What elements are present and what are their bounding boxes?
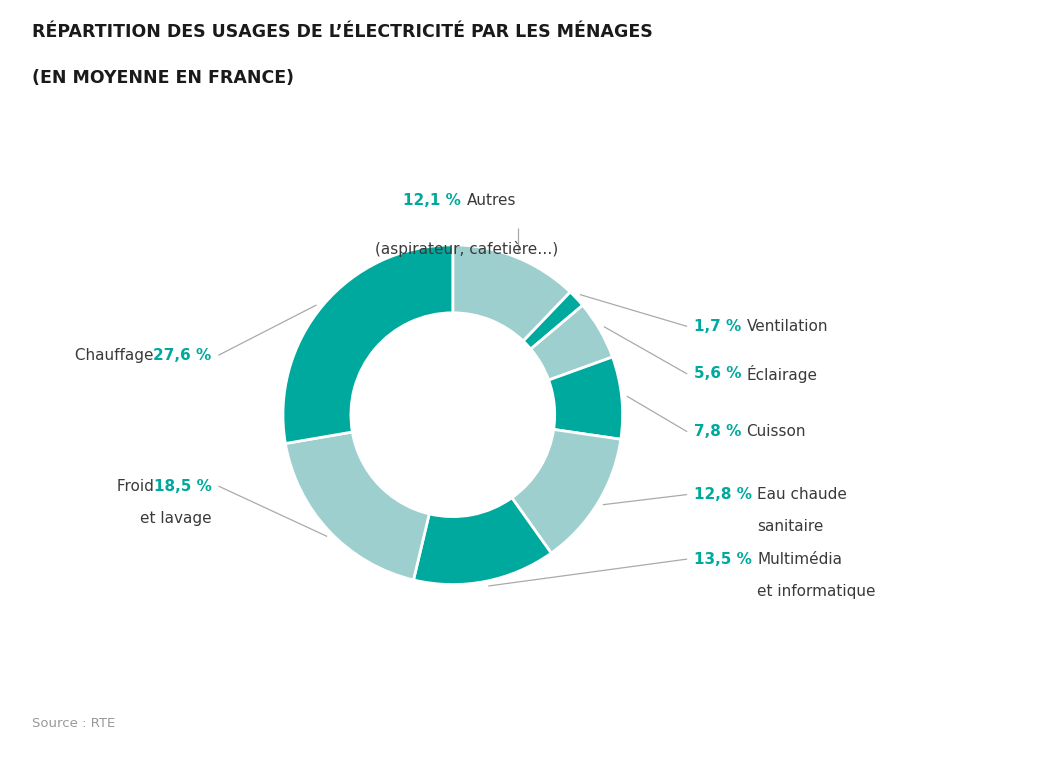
Wedge shape (414, 498, 551, 584)
Text: Éclairage: Éclairage (747, 365, 818, 383)
Text: 7,8 %: 7,8 % (694, 424, 747, 439)
Wedge shape (453, 245, 571, 341)
Text: (aspirateur, cafetière…): (aspirateur, cafetière…) (375, 241, 558, 257)
Text: 12,8 %: 12,8 % (694, 487, 757, 502)
Text: sanitaire: sanitaire (757, 519, 823, 535)
Text: Froid: Froid (112, 478, 154, 494)
Text: 27,6 %: 27,6 % (154, 348, 212, 362)
Text: 5,6 %: 5,6 % (694, 366, 747, 382)
Text: Autres: Autres (466, 193, 516, 207)
Text: et informatique: et informatique (757, 584, 876, 599)
Text: 12,1 %: 12,1 % (403, 193, 466, 207)
Text: 1,7 %: 1,7 % (694, 319, 747, 334)
Text: 18,5 %: 18,5 % (154, 478, 212, 494)
Text: Chauffage: Chauffage (69, 348, 154, 362)
Text: Cuisson: Cuisson (747, 424, 807, 439)
Wedge shape (285, 432, 430, 580)
Wedge shape (549, 357, 622, 439)
Text: Source : RTE: Source : RTE (32, 717, 115, 730)
Text: 13,5 %: 13,5 % (694, 551, 757, 567)
Wedge shape (512, 429, 621, 553)
Text: et lavage: et lavage (140, 511, 212, 526)
Text: Multimédia: Multimédia (757, 551, 842, 567)
Wedge shape (523, 292, 582, 349)
Wedge shape (531, 305, 613, 380)
Wedge shape (283, 245, 453, 443)
Text: Eau chaude: Eau chaude (757, 487, 847, 502)
Text: (EN MOYENNE EN FRANCE): (EN MOYENNE EN FRANCE) (32, 69, 294, 87)
Text: Ventilation: Ventilation (747, 319, 828, 334)
Text: RÉPARTITION DES USAGES DE L’ÉLECTRICITÉ PAR LES MÉNAGES: RÉPARTITION DES USAGES DE L’ÉLECTRICITÉ … (32, 23, 653, 41)
